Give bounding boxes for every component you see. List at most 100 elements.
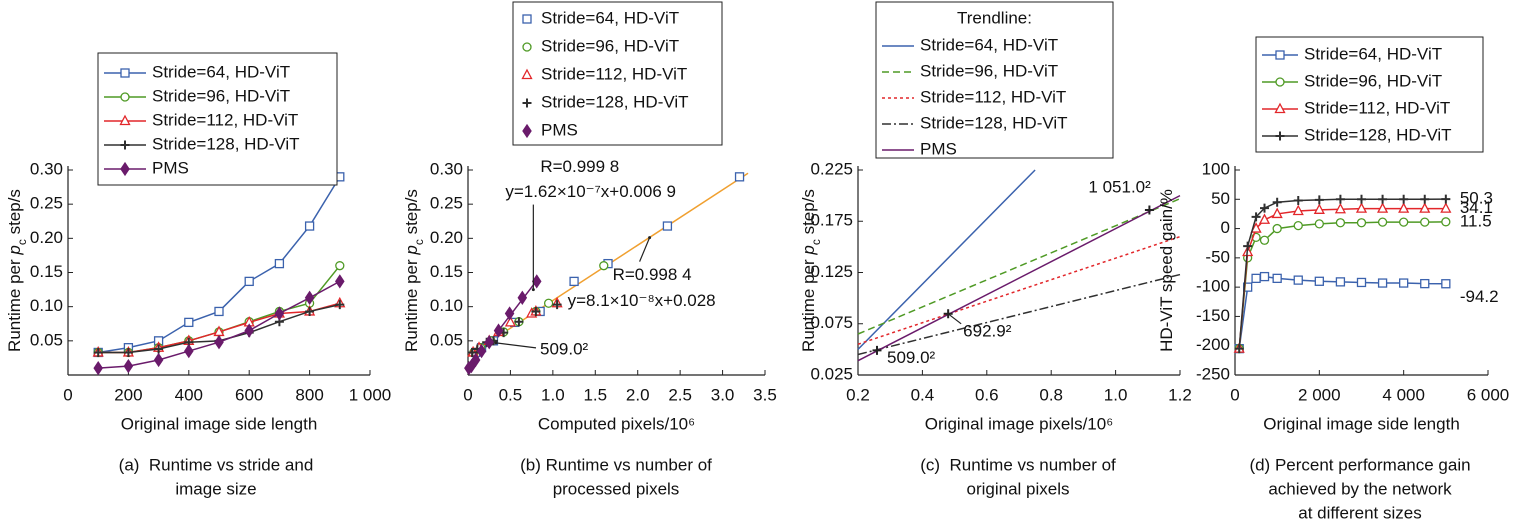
marker	[1335, 218, 1346, 228]
x-tick-label: 0.8	[1039, 385, 1063, 404]
marker	[335, 274, 345, 289]
marker	[493, 323, 504, 338]
marker	[1357, 194, 1366, 204]
marker	[1144, 205, 1154, 215]
caption: (c) Runtime vs number of	[920, 455, 1116, 474]
marker	[214, 306, 224, 317]
annotation: y=1.62×10⁻⁷x+0.006 9	[505, 182, 676, 201]
annotation: 509.0²	[540, 339, 589, 358]
y-tick-label: 0.25	[430, 194, 463, 213]
y-axis-label: Runtime per pc step/s	[402, 189, 426, 352]
marker	[1420, 217, 1430, 227]
value-label: -94.2	[1460, 287, 1499, 306]
y-tick-label: -100	[1196, 277, 1230, 296]
marker	[599, 261, 609, 271]
marker	[1259, 235, 1270, 245]
x-tick-label: 600	[235, 385, 263, 404]
y-axis-label-part: p	[5, 245, 24, 255]
marker	[123, 347, 133, 357]
marker	[1398, 202, 1410, 213]
x-tick-label: 3.0	[711, 385, 735, 404]
annotation: 509.0²	[887, 348, 936, 367]
y-axis-label-part: p	[402, 245, 421, 255]
x-tick-label: 6 000	[1467, 385, 1510, 404]
marker	[1356, 218, 1367, 228]
leader-line	[947, 313, 962, 325]
marker	[123, 358, 134, 374]
marker	[543, 298, 554, 308]
marker	[274, 258, 285, 269]
y-tick-label: -150	[1196, 306, 1230, 325]
y-axis-label-part: Runtime per	[5, 255, 24, 352]
x-tick-label: 400	[175, 385, 203, 404]
legend-label: Stride=64, HD-ViT	[152, 62, 290, 81]
legend-label: Stride=96, HD-ViT	[920, 61, 1058, 80]
y-tick-label: -250	[1196, 364, 1230, 383]
legend-title: Trendline:	[957, 8, 1032, 27]
marker	[522, 123, 532, 139]
x-tick-label: 2.0	[626, 385, 650, 404]
marker	[1292, 204, 1304, 216]
leader-line	[639, 237, 651, 262]
marker	[120, 140, 130, 150]
marker	[1441, 194, 1451, 204]
marker	[1377, 278, 1388, 288]
legend-label: Stride=96, HD-ViT	[541, 36, 679, 55]
marker	[943, 309, 953, 319]
y-axis-label-part: HD-ViT speed gain/%	[1157, 189, 1176, 352]
marker	[1293, 195, 1303, 205]
marker	[120, 68, 130, 78]
x-tick-label: 0	[63, 385, 72, 404]
marker	[1441, 217, 1451, 227]
marker	[1399, 278, 1409, 288]
caption: image size	[175, 479, 256, 498]
marker	[335, 300, 345, 310]
legend-label: Stride=112, HD-ViT	[152, 110, 298, 129]
marker	[1313, 203, 1325, 214]
x-tick-label: 1.5	[583, 385, 607, 404]
y-tick-label: -50	[1205, 247, 1230, 266]
y-tick-label: 0.10	[30, 296, 63, 315]
series-line	[857, 198, 1181, 335]
y-axis-label-part: step/s	[799, 189, 818, 239]
marker	[1441, 279, 1451, 289]
marker	[484, 335, 494, 350]
y-tick-label: 0.25	[30, 194, 63, 213]
legend-label: Stride=128, HD-ViT	[1304, 125, 1452, 144]
marker	[1440, 202, 1452, 213]
caption: processed pixels	[553, 479, 680, 498]
marker	[244, 276, 254, 287]
marker	[514, 317, 524, 327]
x-tick-label: 0.4	[911, 385, 935, 404]
y-axis-label-part: step/s	[402, 189, 421, 239]
x-tick-label: 800	[295, 385, 323, 404]
marker	[872, 345, 882, 355]
legend-label: Stride=64, HD-ViT	[920, 35, 1058, 54]
legend-label: Stride=112, HD-ViT	[1304, 98, 1450, 117]
marker	[120, 161, 130, 177]
annotation: 1 051.0²	[1088, 177, 1151, 196]
y-tick-label: 100	[1202, 159, 1230, 178]
marker	[1314, 195, 1324, 205]
annotation: y=8.1×10⁻⁸x+0.028	[568, 291, 716, 310]
marker	[1419, 202, 1431, 213]
marker	[1399, 194, 1409, 204]
x-tick-label: 0.5	[499, 385, 523, 404]
y-axis-label-part: p	[799, 245, 818, 255]
y-tick-label: 0.025	[810, 364, 853, 383]
marker	[1260, 203, 1270, 213]
caption: at different sizes	[1298, 503, 1421, 522]
y-tick-label: 0.30	[30, 159, 63, 178]
marker	[517, 290, 528, 305]
y-tick-label: 0.05	[430, 330, 463, 349]
legend-label: PMS	[920, 139, 957, 158]
marker	[521, 68, 533, 80]
x-tick-label: 0	[463, 385, 472, 404]
marker	[470, 352, 481, 368]
y-axis-label-part: c	[15, 239, 29, 245]
marker	[1274, 102, 1286, 114]
y-tick-label: 0.225	[810, 159, 853, 178]
marker	[184, 343, 194, 359]
marker	[1272, 223, 1282, 234]
series-line	[857, 273, 1181, 356]
